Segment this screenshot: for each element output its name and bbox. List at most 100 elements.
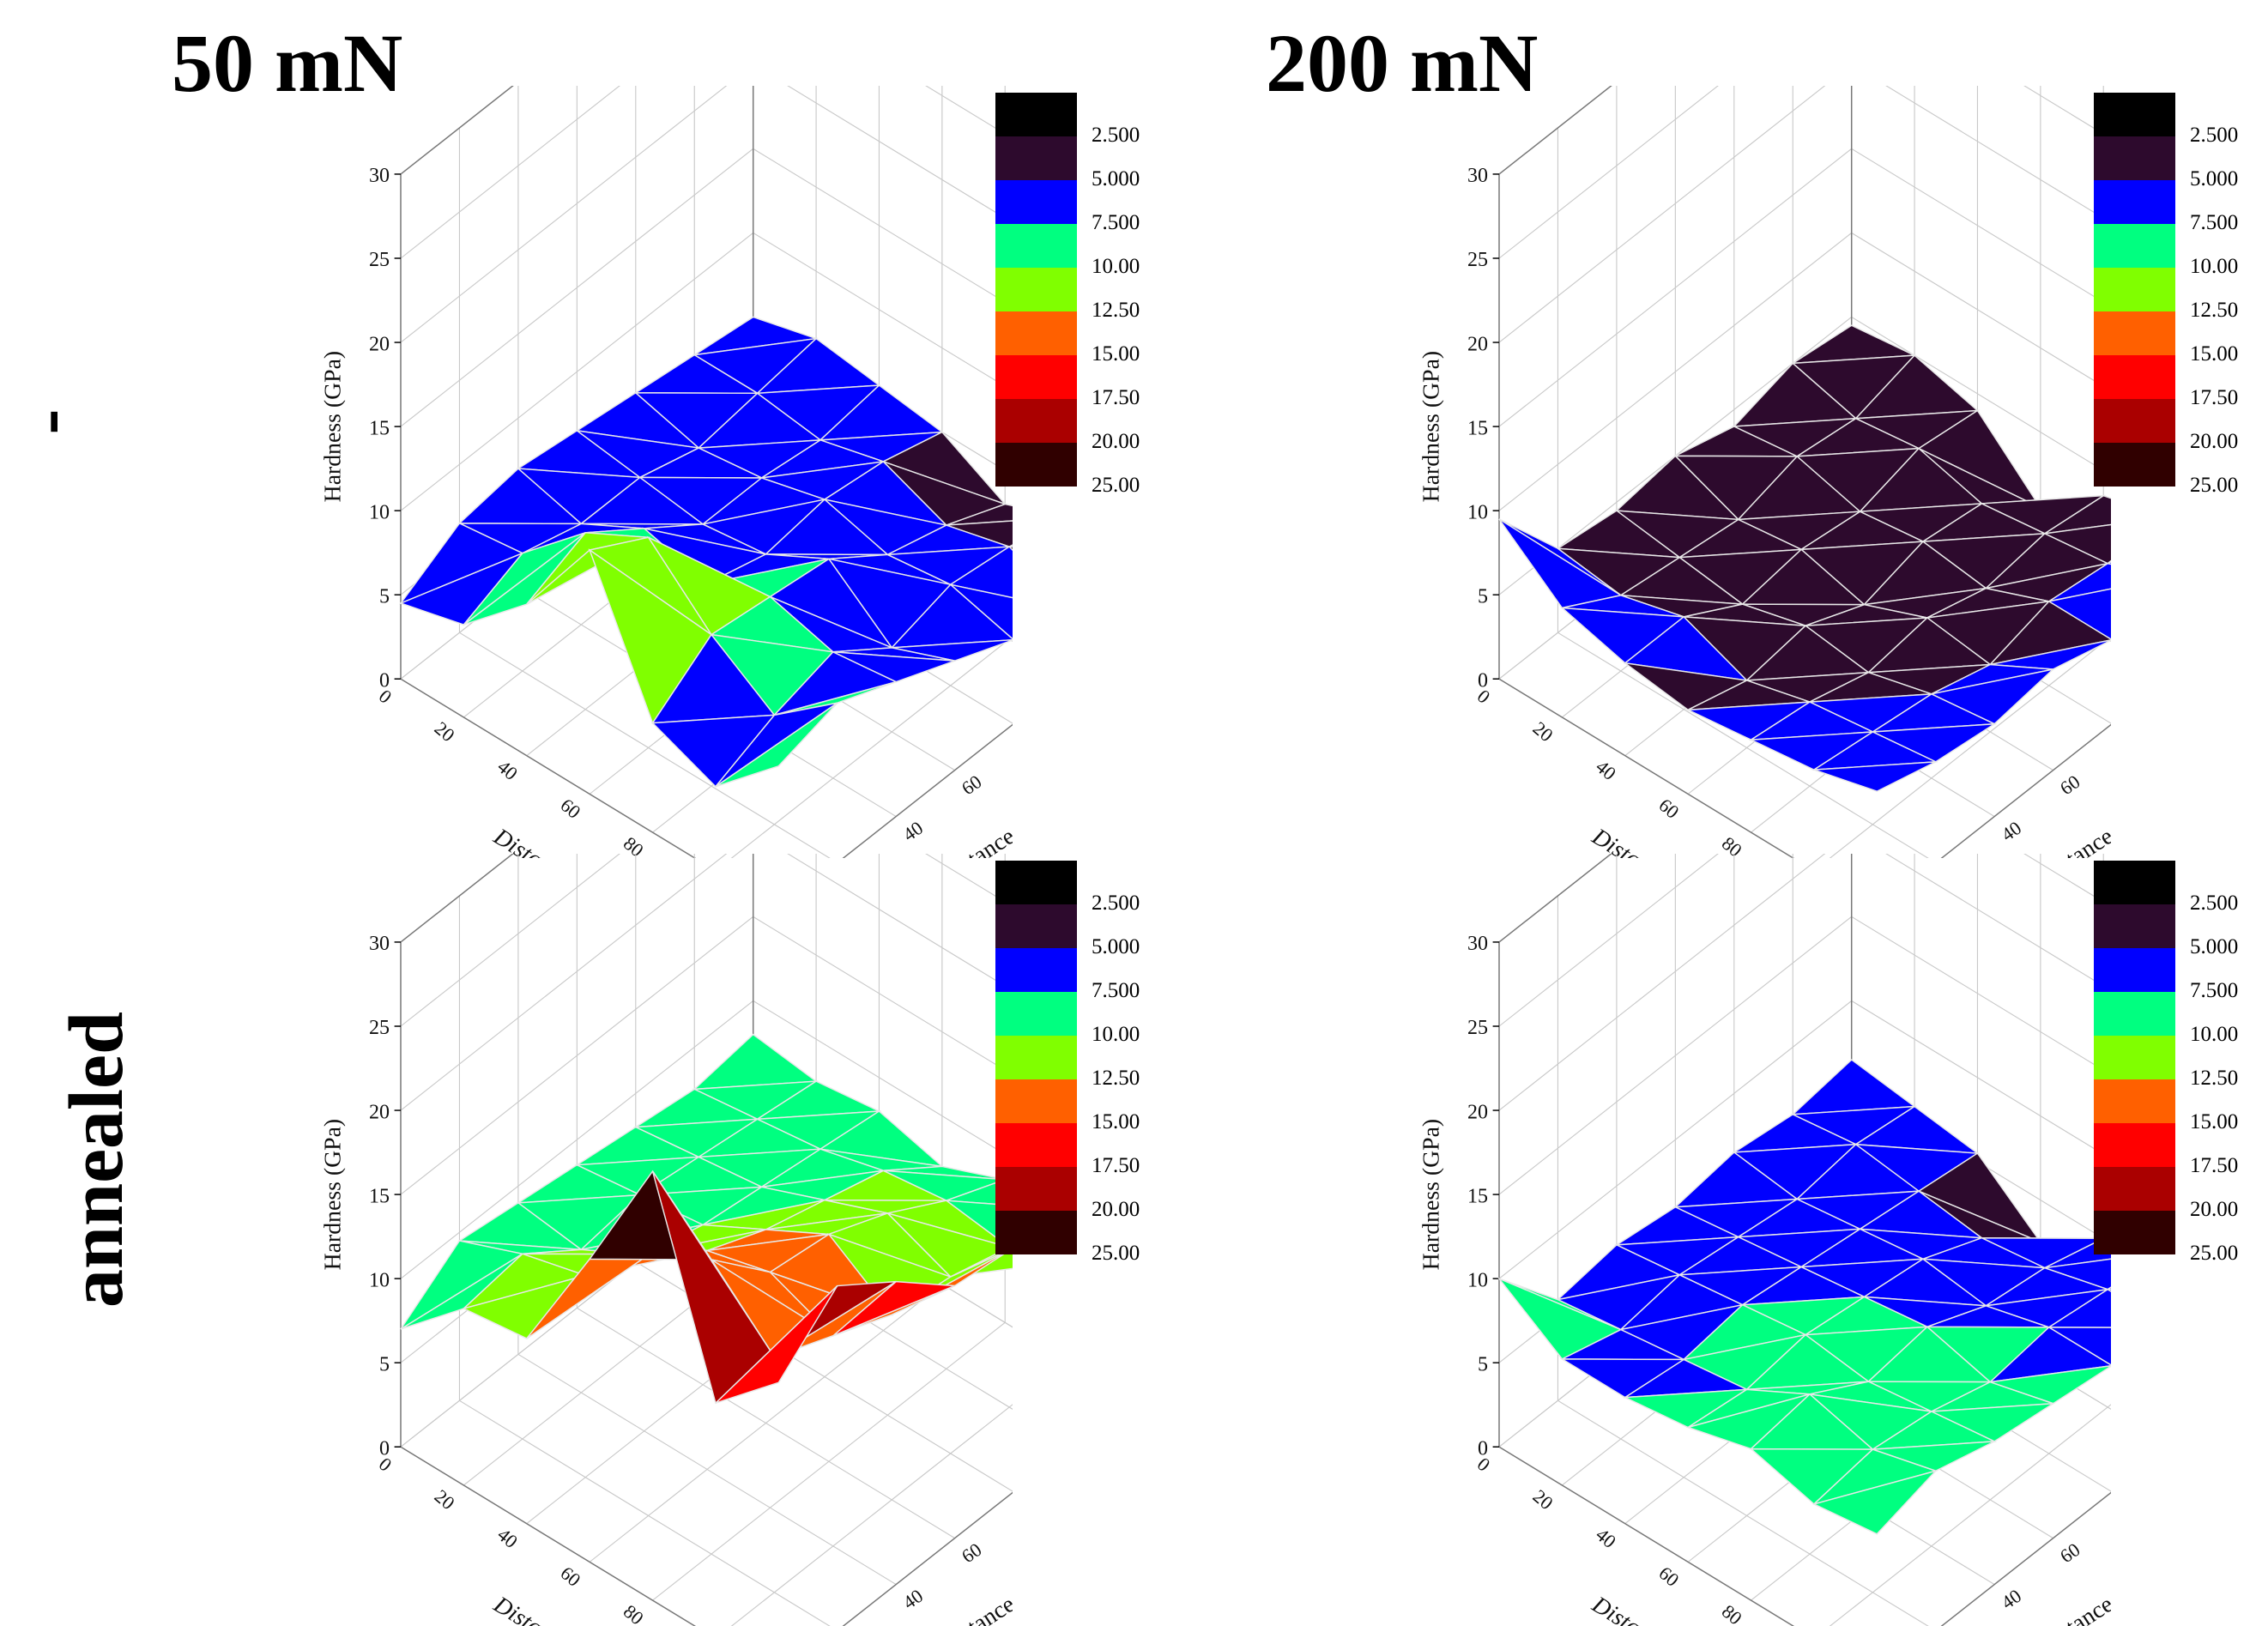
legend-swatch	[995, 904, 1077, 948]
z-tick-label: 10	[369, 501, 390, 523]
grid-line	[459, 1399, 831, 1626]
legend-swatch	[995, 355, 1077, 399]
surface	[1497, 1059, 2111, 1535]
y-axis-label: Distance (μm)	[935, 794, 1013, 858]
legend-label: 17.50	[1092, 386, 1140, 409]
surface-facet	[715, 702, 838, 788]
column-title-200mN: 200 mN	[1266, 17, 1539, 109]
legend-swatch	[995, 1167, 1077, 1211]
grid-line	[1498, 86, 2111, 259]
z-axis-label: Hardness (GPa)	[320, 1119, 347, 1270]
surface	[400, 1033, 1013, 1405]
z-tick-label: 5	[1478, 585, 1488, 607]
z-axis-label: Hardness (GPa)	[1418, 351, 1445, 502]
x-tick-label: 60	[556, 1562, 584, 1590]
legend-swatch	[2094, 1167, 2175, 1211]
legend-swatch	[995, 136, 1077, 180]
legend-swatch	[2094, 93, 2175, 136]
z-tick-label: 25	[1467, 1017, 1488, 1039]
y-tick-label: 40	[1998, 1585, 2026, 1613]
row-label-untreated: -	[4, 408, 90, 435]
grid-line	[1498, 86, 2111, 343]
legend-label: 2.500	[2190, 892, 2239, 915]
legend-label: 25.00	[2190, 474, 2239, 497]
legend-label: 15.00	[2190, 342, 2239, 366]
legend-label: 12.50	[2190, 299, 2239, 322]
legend-swatch	[995, 311, 1077, 355]
legend-swatch	[2094, 443, 2175, 487]
z-tick-label: 30	[369, 933, 390, 955]
legend-label: 12.50	[2190, 1067, 2239, 1090]
x-tick-label: 40	[1592, 1524, 1620, 1552]
x-tick-label: 20	[1529, 717, 1557, 746]
x-tick-label: 60	[1654, 1562, 1683, 1590]
z-tick-label: 30	[1467, 933, 1488, 955]
legend-label: 15.00	[1092, 1110, 1140, 1133]
x-axis-label: Distance (μm)	[1587, 1591, 1716, 1626]
legend-label: 7.500	[2190, 979, 2239, 1002]
x-tick-label: 40	[493, 1524, 522, 1552]
legend-swatch	[2094, 311, 2175, 355]
legend-label: 20.00	[1092, 430, 1140, 453]
z-tick-label: 5	[1478, 1353, 1488, 1375]
z-tick-label: 25	[1467, 249, 1488, 271]
legend-label: 20.00	[1092, 1198, 1140, 1221]
surface-svg: 0510152025300204060801001200204060801001…	[320, 854, 1013, 1626]
y-axis-label: Distance (μm)	[2034, 794, 2111, 858]
legend-label: 2.500	[1092, 892, 1140, 915]
row-label-annealed: annealed	[54, 1011, 140, 1309]
z-tick-label: 10	[1467, 501, 1488, 523]
x-tick-label: 20	[431, 717, 459, 746]
legend-label: 10.00	[2190, 1023, 2239, 1046]
x-axis-label: Distance (μm)	[488, 1591, 618, 1626]
surface-plot-50mN-untreated: 0510152025300204060801001200204060801001…	[154, 86, 1270, 858]
legend-swatch	[2094, 355, 2175, 399]
legend-label: 12.50	[1092, 299, 1140, 322]
legend-label: 25.00	[1092, 1242, 1140, 1265]
legend-swatch	[995, 1036, 1077, 1079]
x-tick-label: 20	[1529, 1485, 1557, 1514]
legend-label: 17.50	[2190, 386, 2239, 409]
y-tick-label: 40	[1998, 817, 2026, 845]
legend-swatch	[995, 992, 1077, 1036]
legend-swatch	[995, 1211, 1077, 1254]
z-tick-label: 30	[1467, 165, 1488, 187]
z-tick-label: 10	[1467, 1269, 1488, 1291]
x-tick-label: 0	[1473, 1453, 1495, 1475]
y-tick-label: 40	[899, 1585, 928, 1613]
legend-label: 7.500	[1092, 211, 1140, 234]
x-tick-label: 0	[1473, 685, 1495, 707]
grid-line	[400, 86, 514, 175]
legend-swatch	[2094, 861, 2175, 904]
legend-label: 20.00	[2190, 1198, 2239, 1221]
legend-swatch	[2094, 992, 2175, 1036]
z-tick-label: 20	[1467, 333, 1488, 355]
z-tick-label: 15	[1467, 417, 1488, 439]
grid-line	[400, 854, 1013, 1111]
surface-svg: 0510152025300204060801001200204060801001…	[1418, 86, 2111, 858]
legend-label: 5.000	[2190, 167, 2239, 190]
z-tick-label: 20	[369, 333, 390, 355]
legend-label: 2.500	[1092, 124, 1140, 147]
legend-label: 5.000	[1092, 167, 1140, 190]
grid-line	[1498, 854, 2111, 1111]
legend-swatch	[995, 224, 1077, 268]
x-tick-label: 40	[493, 756, 522, 784]
legend-swatch	[995, 443, 1077, 487]
legend-label: 15.00	[2190, 1110, 2239, 1133]
y-tick-label: 60	[2056, 771, 2084, 799]
legend-label: 12.50	[1092, 1067, 1140, 1090]
legend-label: 15.00	[1092, 342, 1140, 366]
legend-label: 10.00	[2190, 255, 2239, 278]
y-axis-label: Distance (μm)	[935, 1562, 1013, 1626]
surface-facet	[692, 1033, 819, 1091]
z-tick-label: 15	[369, 417, 390, 439]
z-axis-label: Hardness (GPa)	[1418, 1119, 1445, 1270]
legend-swatch	[2094, 136, 2175, 180]
y-tick-label: 60	[2056, 1538, 2084, 1567]
y-axis-label: Distance (μm)	[2034, 1562, 2111, 1626]
column-title-50mN: 50 mN	[172, 17, 403, 109]
legend-swatch	[2094, 1123, 2175, 1167]
legend-label: 17.50	[2190, 1154, 2239, 1177]
legend-label: 7.500	[1092, 979, 1140, 1002]
